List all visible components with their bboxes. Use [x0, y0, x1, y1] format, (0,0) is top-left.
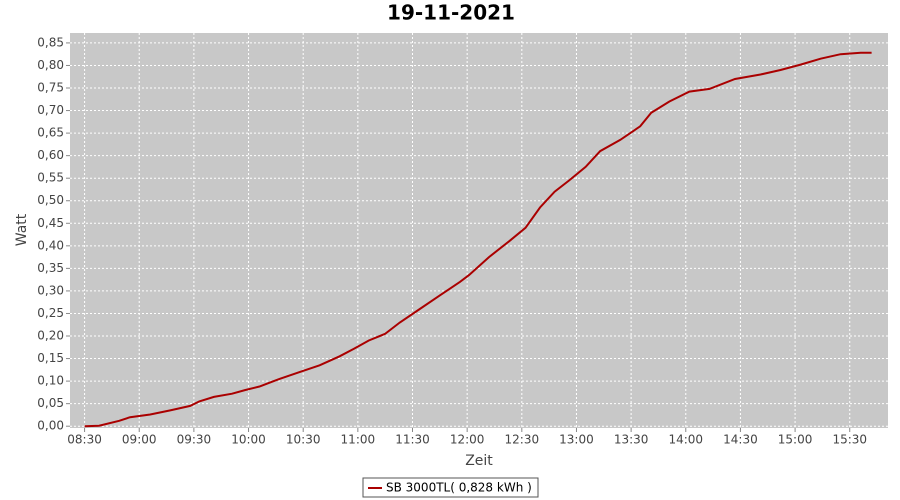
y-tick-label: 0,50	[37, 193, 64, 207]
y-tick-label: 0,60	[37, 148, 64, 162]
y-tick-label: 0,05	[37, 396, 64, 410]
y-tick-label: 0,00	[37, 419, 64, 433]
x-tick-label: 12:00	[450, 433, 485, 447]
x-tick-label: 15:30	[832, 433, 867, 447]
plot-area	[70, 33, 888, 428]
x-tick-label: 13:30	[614, 433, 649, 447]
x-tick-label: 11:30	[395, 433, 430, 447]
x-tick-label: 10:00	[231, 433, 266, 447]
y-tick-label: 0,75	[37, 81, 64, 95]
x-tick-label: 09:30	[177, 433, 212, 447]
y-tick-label: 0,20	[37, 329, 64, 343]
line-series	[84, 51, 872, 428]
y-tick-label: 0,80	[37, 58, 64, 72]
x-tick-label: 10:30	[286, 433, 321, 447]
y-tick-label: 0,15	[37, 351, 64, 365]
y-tick-label: 0,45	[37, 216, 64, 230]
y-tick-label: 0,85	[37, 35, 64, 49]
y-tick-label: 0,30	[37, 283, 64, 297]
x-axis-label: Zeit	[465, 453, 493, 469]
legend-label: SB 3000TL( 0,828 kWh )	[386, 481, 532, 495]
y-tick-label: 0,65	[37, 126, 64, 140]
x-tick-label: 09:00	[122, 433, 157, 447]
x-tick-label: 14:30	[723, 433, 758, 447]
x-tick-label: 14:00	[668, 433, 703, 447]
x-tick-label: 08:30	[67, 433, 102, 447]
chart-title: 19-11-2021	[387, 1, 515, 25]
x-tick-label: 12:30	[505, 433, 540, 447]
x-tick-label: 13:00	[559, 433, 594, 447]
y-tick-label: 0,10	[37, 374, 64, 388]
y-axis-label: Watt	[14, 213, 30, 246]
y-tick-label: 0,55	[37, 171, 64, 185]
x-tick-label: 15:00	[778, 433, 813, 447]
y-tick-label: 0,35	[37, 261, 64, 275]
x-tick-label: 11:00	[341, 433, 376, 447]
y-tick-label: 0,40	[37, 238, 64, 252]
y-tick-label: 0,70	[37, 103, 64, 117]
y-tick-label: 0,25	[37, 306, 64, 320]
legend	[362, 477, 539, 498]
